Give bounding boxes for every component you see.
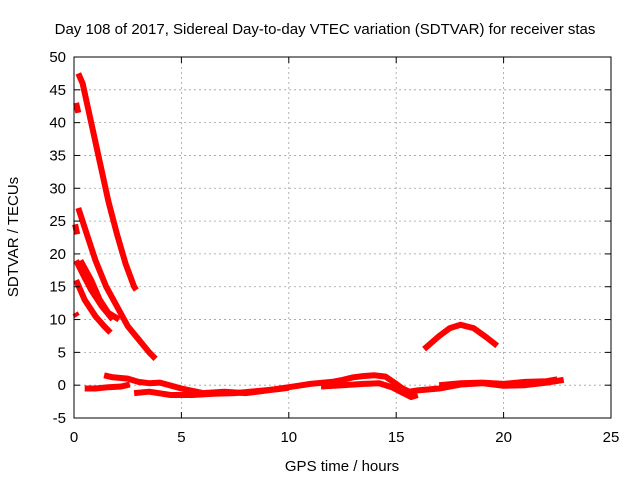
series-arc-14 (438, 376, 558, 389)
y-tick-label: 40 (49, 115, 66, 132)
series-arc-13 (320, 380, 419, 400)
series-arc-11 (84, 381, 131, 392)
grid (74, 57, 611, 418)
y-tick-label: 45 (49, 82, 66, 99)
series-arc-9 (422, 321, 500, 352)
series-arc-1 (73, 102, 82, 114)
series-arc-6 (73, 278, 113, 335)
y-tick-label: 0 (58, 377, 66, 394)
series-arc-8 (72, 311, 80, 318)
x-tick-label: 0 (70, 429, 78, 446)
chart-title: Day 108 of 2017, Sidereal Day-to-day VTE… (55, 21, 596, 38)
series-arc-7 (77, 259, 121, 323)
x-tick-label: 5 (177, 429, 185, 446)
plot-frame (73, 56, 612, 419)
y-tick-label: 35 (49, 147, 66, 164)
y-tick-label: -5 (53, 410, 66, 427)
series-arc-4 (75, 207, 158, 362)
x-tick-label: 20 (495, 429, 512, 446)
x-tick-label: 25 (603, 429, 620, 446)
y-axis-label: SDTVAR / TECUs (5, 177, 22, 297)
y-tick-label: 15 (49, 279, 66, 296)
y-tick-label: 25 (49, 213, 66, 230)
x-tick-label: 10 (280, 429, 297, 446)
series-arc-12 (133, 384, 290, 398)
x-axis-label: GPS time / hours (285, 458, 399, 475)
y-tick-label: 30 (49, 180, 66, 197)
series-arc-3 (72, 223, 81, 235)
y-tick-label: 5 (58, 344, 66, 361)
data-series (72, 72, 565, 400)
series-arc-2 (75, 72, 139, 292)
y-tick-label: 50 (49, 49, 66, 66)
y-tick-label: 20 (49, 246, 66, 263)
x-tick-label: 15 (388, 429, 405, 446)
y-tick-label: 10 (49, 312, 66, 329)
